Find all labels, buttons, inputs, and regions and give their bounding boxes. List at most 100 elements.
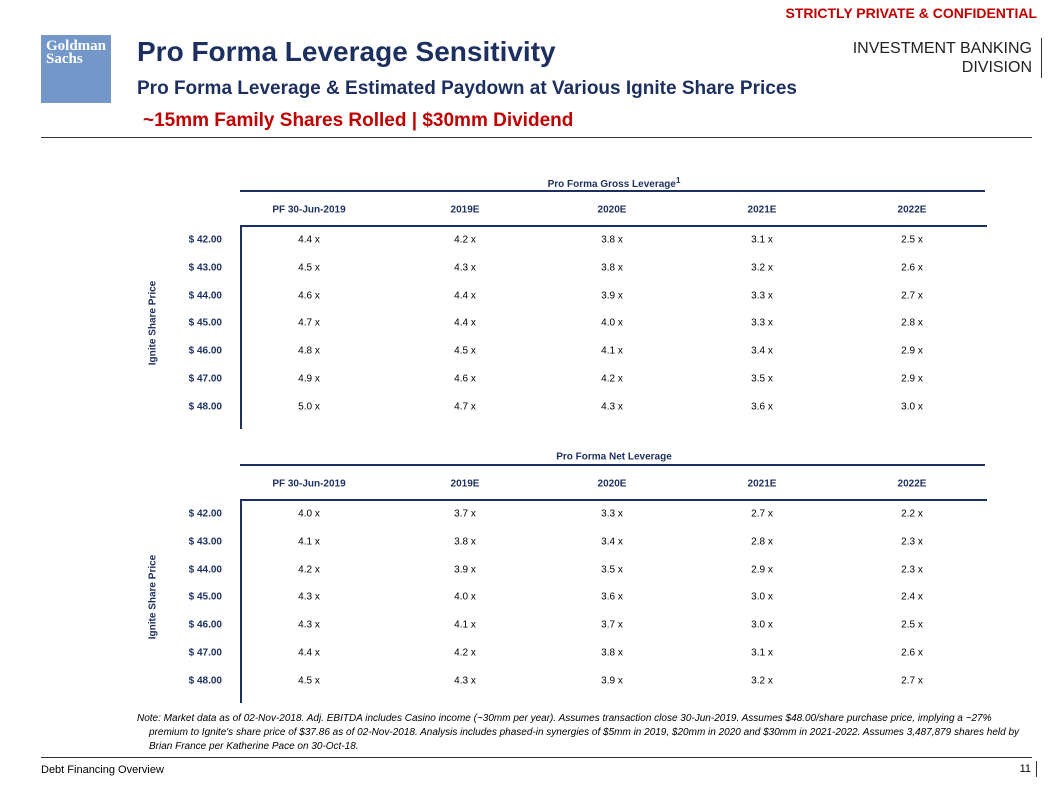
table-value: 3.5 x xyxy=(751,373,773,385)
title: Pro Forma Leverage Sensitivity xyxy=(137,36,556,67)
table-value: 3.9 x xyxy=(454,564,476,576)
table-value: 3.3 x xyxy=(751,317,773,329)
table-value: 2.7 x xyxy=(901,675,923,687)
row-price: $ 45.00 xyxy=(188,317,222,329)
table-value: 2.7 x xyxy=(751,508,773,520)
table-value: 4.4 x xyxy=(298,647,320,659)
table-value: 3.8 x xyxy=(454,536,476,548)
row-price: $ 44.00 xyxy=(188,290,222,302)
footer-rule xyxy=(41,757,1032,758)
table-value: 4.1 x xyxy=(601,345,623,357)
footer-section: Debt Financing Overview xyxy=(41,764,164,776)
column-header: PF 30-Jun-2019 xyxy=(272,478,346,490)
table-value: 2.9 x xyxy=(901,373,923,385)
table-value: 4.9 x xyxy=(298,373,320,385)
table-value: 2.6 x xyxy=(901,647,923,659)
row-axis-label: Ignite Share Price xyxy=(147,281,159,366)
column-header: 2021E xyxy=(747,478,777,490)
table-value: 2.5 x xyxy=(901,234,923,246)
table-value: 4.3 x xyxy=(454,262,476,274)
header-rule xyxy=(240,225,987,227)
logo-line: Sachs xyxy=(46,51,83,67)
table-value: 4.8 x xyxy=(298,345,320,357)
row-price: $ 47.00 xyxy=(188,647,222,659)
table-value: 4.3 x xyxy=(298,619,320,631)
table-value: 4.4 x xyxy=(454,317,476,329)
table-value: 2.9 x xyxy=(751,564,773,576)
table-value: 3.9 x xyxy=(601,675,623,687)
table-value: 4.4 x xyxy=(454,290,476,302)
table-value: 3.8 x xyxy=(601,234,623,246)
table-value: 5.0 x xyxy=(298,401,320,413)
table-value: 4.3 x xyxy=(454,675,476,687)
row-price: $ 42.00 xyxy=(188,508,222,520)
table-value: 3.7 x xyxy=(454,508,476,520)
table-value: 3.5 x xyxy=(601,564,623,576)
column-header: PF 30-Jun-2019 xyxy=(272,204,346,216)
divider xyxy=(1041,38,1042,78)
column-header: 2022E xyxy=(897,478,927,490)
logo: Goldman Sachs xyxy=(41,35,111,103)
column-header: 2020E xyxy=(597,204,627,216)
row-price: $ 42.00 xyxy=(188,234,222,246)
table-value: 2.3 x xyxy=(901,536,923,548)
table-value: 4.5 x xyxy=(298,262,320,274)
subtitle: Pro Forma Leverage & Estimated Paydown a… xyxy=(137,78,797,99)
table-value: 4.6 x xyxy=(454,373,476,385)
table-value: 2.8 x xyxy=(751,536,773,548)
table-value: 3.0 x xyxy=(901,401,923,413)
table-value: 2.5 x xyxy=(901,619,923,631)
column-header: 2019E xyxy=(450,204,480,216)
header-rule xyxy=(41,137,1032,138)
divider xyxy=(1036,761,1037,777)
row-axis-rule xyxy=(240,500,242,703)
table-value: 4.2 x xyxy=(454,647,476,659)
table-value: 4.2 x xyxy=(454,234,476,246)
table-value: 3.2 x xyxy=(751,675,773,687)
table-value: 3.4 x xyxy=(751,345,773,357)
confidential: STRICTLY PRIVATE & CONFIDENTIAL xyxy=(785,5,1038,21)
logo-line: Goldman xyxy=(46,38,107,54)
column-header: 2021E xyxy=(747,204,777,216)
row-axis-rule xyxy=(240,226,242,429)
row-price: $ 44.00 xyxy=(188,564,222,576)
header-rule xyxy=(240,499,987,501)
table-title: Pro Forma Gross Leverage1 xyxy=(547,175,681,191)
table-value: 3.3 x xyxy=(751,290,773,302)
table-value: 4.3 x xyxy=(298,591,320,603)
row-price: $ 47.00 xyxy=(188,373,222,385)
row-price: $ 45.00 xyxy=(188,591,222,603)
table-value: 4.2 x xyxy=(298,564,320,576)
table-value: 4.7 x xyxy=(298,317,320,329)
table-value: 4.5 x xyxy=(454,345,476,357)
division: INVESTMENT BANKING DIVISION xyxy=(853,39,1032,77)
table-value: 4.3 x xyxy=(601,401,623,413)
column-header: 2022E xyxy=(897,204,927,216)
row-axis-label: Ignite Share Price xyxy=(147,555,159,640)
row-price: $ 46.00 xyxy=(188,619,222,631)
table-value: 4.4 x xyxy=(298,234,320,246)
row-price: $ 48.00 xyxy=(188,675,222,687)
table-value: 2.2 x xyxy=(901,508,923,520)
table-value: 3.7 x xyxy=(601,619,623,631)
division-line: INVESTMENT BANKING xyxy=(852,40,1032,57)
table-title: Pro Forma Net Leverage xyxy=(556,451,672,463)
table-value: 3.8 x xyxy=(601,262,623,274)
table-value: 3.8 x xyxy=(601,647,623,659)
table-value: 3.6 x xyxy=(601,591,623,603)
table-value: 4.1 x xyxy=(298,536,320,548)
table-value: 4.7 x xyxy=(454,401,476,413)
row-price: $ 48.00 xyxy=(188,401,222,413)
table-value: 3.1 x xyxy=(751,647,773,659)
title-rule xyxy=(240,464,985,466)
table-value: 4.0 x xyxy=(454,591,476,603)
table-value: 3.3 x xyxy=(601,508,623,520)
table-value: 2.4 x xyxy=(901,591,923,603)
table-value: 4.5 x xyxy=(298,675,320,687)
table-value: 4.1 x xyxy=(454,619,476,631)
row-price: $ 46.00 xyxy=(188,345,222,357)
division-line: DIVISION xyxy=(961,59,1032,76)
table-value: 2.9 x xyxy=(901,345,923,357)
column-header: 2020E xyxy=(597,478,627,490)
